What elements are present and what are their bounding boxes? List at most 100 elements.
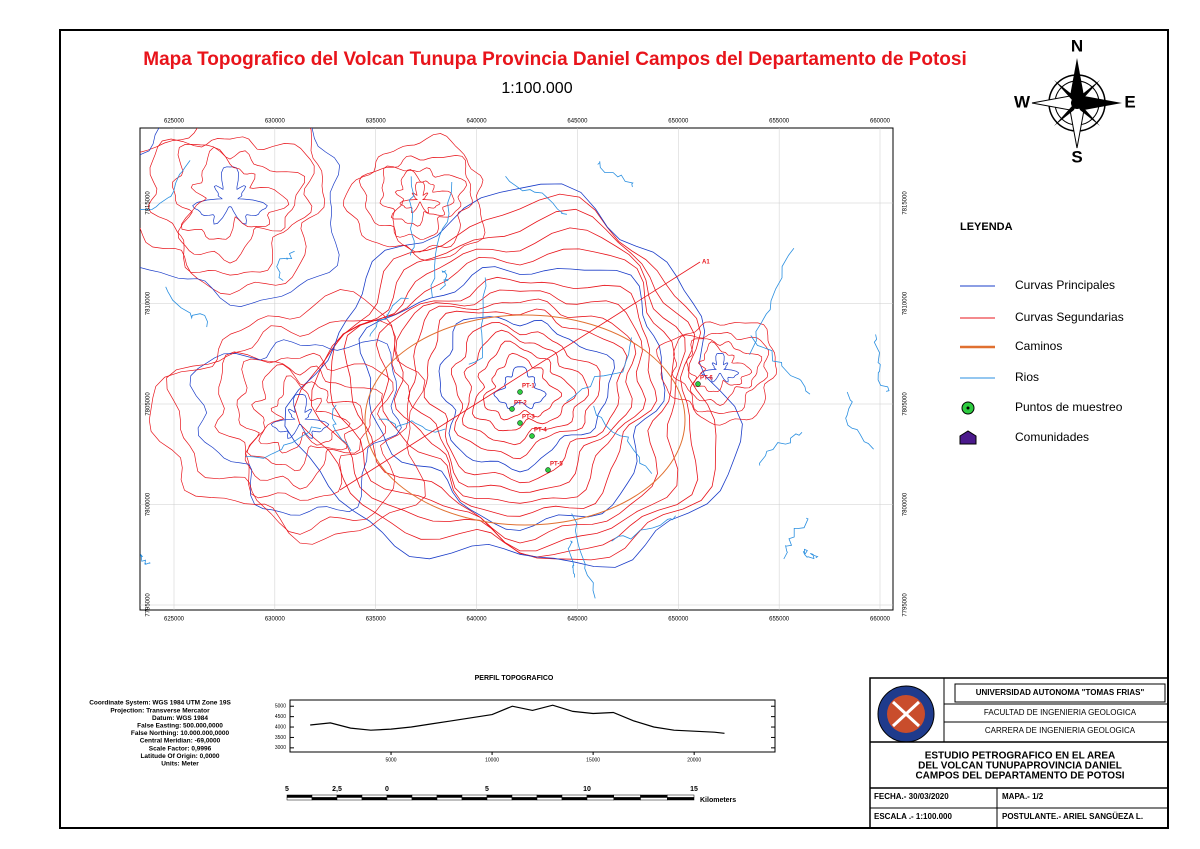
river bbox=[566, 337, 632, 402]
title-block bbox=[869, 677, 1169, 829]
scale-unit: Kilometers bbox=[700, 797, 736, 804]
contour bbox=[390, 169, 455, 227]
contour bbox=[375, 276, 658, 517]
contour bbox=[450, 322, 601, 460]
point-label: A1 bbox=[702, 260, 710, 266]
point-label: PT-4 bbox=[534, 428, 547, 434]
point-label: PT-3 bbox=[522, 415, 535, 421]
profile-chart: 5000 4500 4000 3500 3000 5000 10000 15000 20000 bbox=[275, 704, 775, 763]
river bbox=[369, 297, 409, 337]
scale-label: 5 bbox=[285, 786, 289, 793]
scale-seg bbox=[536, 794, 563, 798]
river bbox=[276, 250, 295, 281]
sheet-border bbox=[59, 29, 1169, 829]
contour bbox=[407, 298, 637, 493]
river bbox=[408, 176, 415, 256]
river bbox=[378, 418, 446, 433]
projection-line: Scale Factor: 0,9996 bbox=[149, 745, 212, 752]
legend-symbol bbox=[959, 430, 977, 445]
x-tick-label: 635000 bbox=[366, 617, 387, 623]
scale-seg bbox=[436, 797, 463, 801]
scale-seg bbox=[311, 794, 338, 798]
scale-label: 15 bbox=[690, 786, 698, 793]
scale-seg bbox=[561, 797, 588, 801]
compass: N S E W bbox=[1014, 36, 1136, 166]
point-label: PT-5 bbox=[550, 462, 563, 468]
contour bbox=[393, 289, 647, 504]
contour bbox=[270, 394, 330, 439]
road bbox=[364, 314, 686, 526]
contour bbox=[686, 338, 763, 406]
contour bbox=[189, 339, 402, 516]
map-scale: 1:100.000 bbox=[501, 80, 572, 97]
scale-label: 10 bbox=[583, 786, 591, 793]
x-tick-label: 660000 bbox=[870, 119, 891, 125]
scale-seg bbox=[586, 794, 614, 798]
scale-seg bbox=[286, 794, 313, 798]
y-tick-label: 7805000 bbox=[146, 392, 152, 416]
scale-seg bbox=[461, 794, 488, 798]
scale-seg bbox=[336, 797, 363, 801]
contour bbox=[700, 353, 740, 383]
section-line bbox=[339, 261, 701, 491]
compass-arrow bbox=[1054, 80, 1077, 103]
university: UNIVERSIDAD AUTONOMA "TOMAS FRIAS" bbox=[976, 688, 1145, 697]
sample-point bbox=[545, 467, 551, 473]
legend-label: Curvas Principales bbox=[1015, 278, 1115, 292]
map-layers bbox=[140, 128, 893, 610]
contour bbox=[343, 248, 675, 544]
river bbox=[873, 334, 890, 392]
sample-point bbox=[695, 381, 701, 387]
career: CARRERA DE INGENIERIA GEOLOGICA bbox=[985, 726, 1136, 735]
scale-bar: 5 2,5 0 5 10 15 bbox=[285, 786, 698, 801]
compass-e: E bbox=[1124, 92, 1135, 111]
scale-seg bbox=[411, 797, 438, 801]
contour bbox=[343, 133, 486, 261]
x-tick-label: 630000 bbox=[265, 119, 286, 125]
y-tick-label: 7800000 bbox=[903, 492, 909, 516]
x-tick-label: 625000 bbox=[164, 119, 185, 125]
scale-label: 0 bbox=[385, 786, 389, 793]
compass-s: S bbox=[1071, 147, 1082, 166]
contour bbox=[358, 155, 473, 253]
profile-y-label: 3500 bbox=[275, 735, 286, 741]
river bbox=[571, 513, 596, 599]
profile-line bbox=[310, 704, 725, 734]
scale-seg bbox=[411, 794, 438, 798]
scale-seg bbox=[436, 794, 463, 798]
projection-line: Latitude Of Origin: 0,0000 bbox=[140, 753, 219, 760]
legend-label: Rios bbox=[1015, 370, 1039, 384]
profile-y-label: 5000 bbox=[275, 704, 286, 710]
contour bbox=[258, 375, 351, 454]
x-tick-label: 660000 bbox=[870, 617, 891, 623]
legend: Curvas Principales Curvas Segundarias Cami… bbox=[959, 278, 1124, 445]
scale-seg bbox=[640, 794, 668, 798]
scale-seg bbox=[461, 797, 488, 801]
y-tick-label: 7810000 bbox=[903, 291, 909, 315]
contour bbox=[148, 289, 426, 545]
scale-seg bbox=[486, 797, 513, 801]
profile-y-label: 4500 bbox=[275, 714, 286, 720]
y-tick-label: 7795000 bbox=[903, 593, 909, 617]
contour bbox=[423, 308, 628, 484]
contour bbox=[284, 183, 743, 568]
x-tick-label: 655000 bbox=[769, 119, 790, 125]
scale-seg bbox=[486, 794, 513, 798]
scale-seg bbox=[361, 797, 388, 801]
study-line: DEL VOLCAN TUNUPAPROVINCIA DANIEL bbox=[918, 761, 1122, 772]
scale-seg bbox=[536, 797, 563, 801]
scale-seg bbox=[511, 797, 538, 801]
river bbox=[165, 286, 208, 328]
point-label: PT-1 bbox=[522, 384, 535, 390]
y-tick-label: 7805000 bbox=[903, 392, 909, 416]
contour bbox=[166, 320, 410, 535]
river bbox=[750, 335, 811, 395]
projection-line: False Northing: 10.000.000,0000 bbox=[131, 730, 230, 737]
contour bbox=[147, 136, 315, 276]
date: FECHA.- 30/03/2020 bbox=[874, 792, 949, 801]
profile-x-label: 5000 bbox=[385, 757, 396, 763]
y-tick-label: 7800000 bbox=[146, 492, 152, 516]
contour bbox=[180, 146, 290, 240]
contour bbox=[140, 128, 326, 295]
